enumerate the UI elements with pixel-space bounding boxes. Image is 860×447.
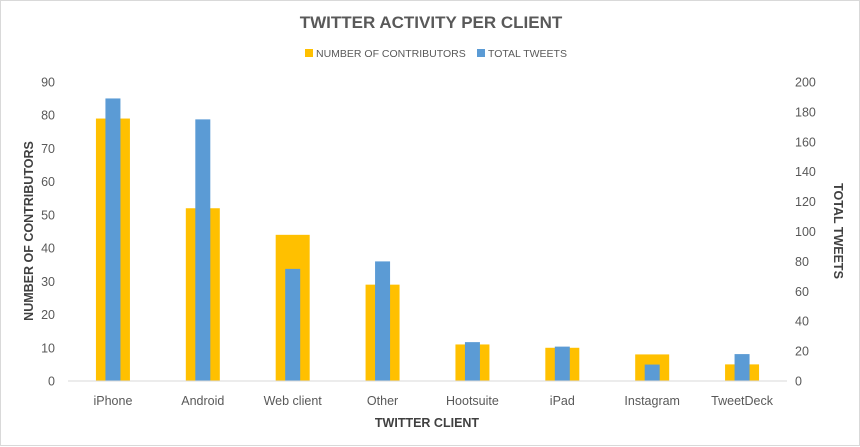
bar-total-tweets [554, 346, 570, 381]
y2-tick-label: 120 [795, 195, 816, 209]
y2-tick-label: 20 [795, 345, 809, 359]
y2-tick-label: 160 [795, 135, 816, 149]
y2-tick-label: 60 [795, 285, 809, 299]
y-axis-title: NUMBER OF CONTRIBUTORS [22, 141, 36, 321]
x-tick-label: Android [181, 394, 224, 408]
x-tick-label: TweetDeck [711, 394, 774, 408]
left-axis-ticks: 0 10 20 30 40 50 60 70 80 90 [41, 76, 55, 389]
bar-total-tweets [464, 342, 480, 381]
y2-tick-label: 100 [795, 225, 816, 239]
bar-total-tweets [195, 119, 211, 381]
legend: NUMBER OF CONTRIBUTORS TOTAL TWEETS [305, 48, 567, 60]
y-tick-label: 30 [41, 275, 55, 289]
y-tick-label: 40 [41, 242, 55, 256]
x-tick-label: Hootsuite [446, 394, 499, 408]
x-tick-label: Instagram [624, 394, 680, 408]
y2-tick-label: 0 [795, 375, 802, 389]
y2-tick-label: 200 [795, 76, 816, 90]
y-tick-label: 70 [41, 142, 55, 156]
legend-label-total-tweets: TOTAL TWEETS [488, 48, 567, 60]
y2-tick-label: 180 [795, 105, 816, 119]
bar-total-tweets [285, 268, 301, 381]
bar-total-tweets [375, 261, 391, 381]
x-tick-label: iPhone [93, 394, 132, 408]
bar-total-tweets [734, 354, 750, 381]
y-tick-label: 80 [41, 109, 55, 123]
bar-total-tweets [105, 98, 121, 381]
y2-tick-label: 80 [795, 255, 809, 269]
y-tick-label: 90 [41, 76, 55, 90]
legend-label-contributors: NUMBER OF CONTRIBUTORS [316, 48, 466, 60]
x-axis-title: TWITTER CLIENT [375, 416, 480, 430]
bars [95, 98, 760, 382]
y2-axis-title: TOTAL TWEETS [831, 183, 845, 279]
y-tick-label: 20 [41, 308, 55, 322]
legend-swatch-contributors [305, 49, 313, 57]
y-tick-label: 10 [41, 341, 55, 355]
x-tick-label: Other [367, 394, 398, 408]
right-axis-ticks: 0 20 40 60 80 100 120 140 160 180 200 [795, 76, 816, 389]
x-tick-label: iPad [550, 394, 575, 408]
y2-tick-label: 140 [795, 165, 816, 179]
y2-tick-label: 40 [795, 315, 809, 329]
x-tick-label: Web client [264, 394, 323, 408]
y-tick-label: 0 [48, 375, 55, 389]
legend-swatch-total-tweets [477, 49, 485, 57]
y-tick-label: 60 [41, 175, 55, 189]
bar-total-tweets [644, 364, 660, 381]
y-tick-label: 50 [41, 208, 55, 222]
chart-title: TWITTER ACTIVITY PER CLIENT [300, 13, 563, 32]
category-labels: iPhone Android Web client Other Hootsuite iPa… [93, 394, 773, 408]
